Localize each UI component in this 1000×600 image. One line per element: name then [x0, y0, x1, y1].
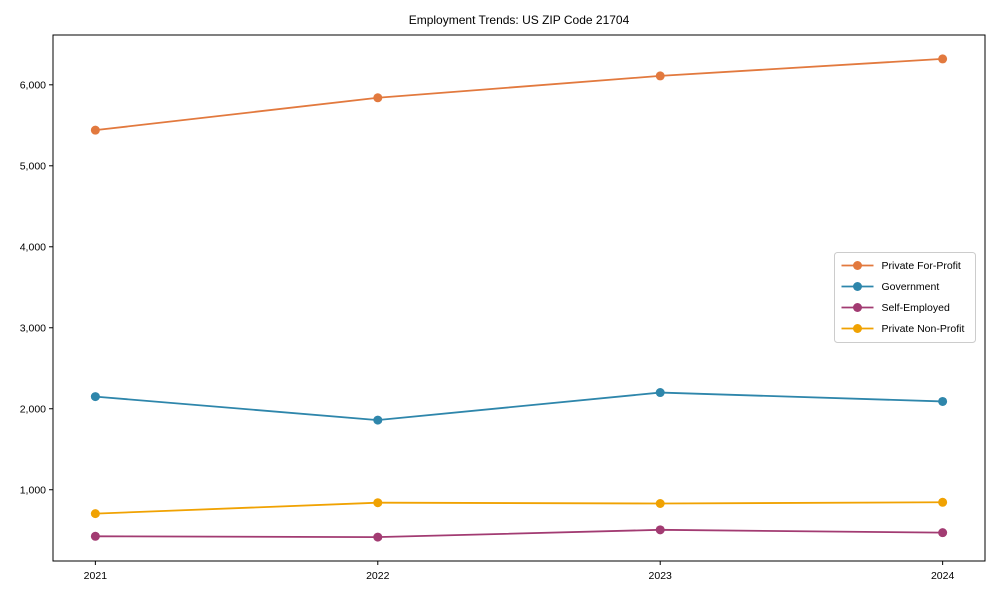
legend-entry: Private For-Profit — [841, 260, 961, 272]
data-point — [373, 498, 383, 508]
data-point — [373, 93, 383, 103]
series-line-self-employed — [94, 528, 944, 539]
legend-marker — [853, 261, 862, 270]
x-tick-label: 2022 — [366, 570, 390, 582]
series-line-government — [94, 391, 944, 421]
legend-label: Private For-Profit — [882, 260, 961, 272]
y-tick-label: 4,000 — [20, 241, 46, 253]
data-point — [655, 71, 665, 81]
legend-label: Self-Employed — [882, 302, 950, 314]
legend-entry: Self-Employed — [841, 302, 950, 314]
plot-area: 1,000 2,000 3,000 4,000 5,000 6,000 2021 2022 20… — [20, 34, 986, 582]
y-tick-label: 3,000 — [20, 322, 46, 334]
data-point — [655, 388, 665, 398]
y-tick-label: 6,000 — [20, 79, 46, 91]
series-line-private-for-profit — [94, 57, 944, 132]
legend-label: Government — [882, 281, 940, 293]
data-point — [90, 531, 100, 541]
axes-frame — [52, 34, 986, 562]
legend-entry: Private Non-Profit — [841, 323, 965, 335]
data-point — [938, 54, 948, 64]
x-tick-label: 2024 — [931, 570, 955, 582]
data-point — [373, 532, 383, 542]
data-point — [655, 499, 665, 509]
y-tick-label: 5,000 — [20, 160, 46, 172]
data-point — [373, 415, 383, 425]
data-point — [90, 509, 100, 519]
x-tick-label: 2021 — [84, 570, 108, 582]
y-tick-label: 2,000 — [20, 403, 46, 415]
legend-label: Private Non-Profit — [882, 323, 965, 335]
chart-title: Employment Trends: US ZIP Code 21704 — [409, 13, 630, 27]
y-tick-label: 1,000 — [20, 484, 46, 496]
data-point — [938, 497, 948, 507]
legend-entry: Government — [841, 281, 940, 293]
legend-box — [834, 252, 976, 343]
legend-marker — [853, 324, 862, 333]
legend: Private For-Profit Government Self-Employe… — [834, 252, 976, 343]
series-line-private-non-profit — [94, 501, 944, 515]
data-point — [938, 528, 948, 538]
legend-marker — [853, 303, 862, 312]
data-point — [90, 125, 100, 135]
x-tick-label: 2023 — [649, 570, 673, 582]
data-point — [655, 525, 665, 535]
legend-marker — [853, 282, 862, 291]
data-point — [938, 396, 948, 406]
data-point — [90, 392, 100, 402]
